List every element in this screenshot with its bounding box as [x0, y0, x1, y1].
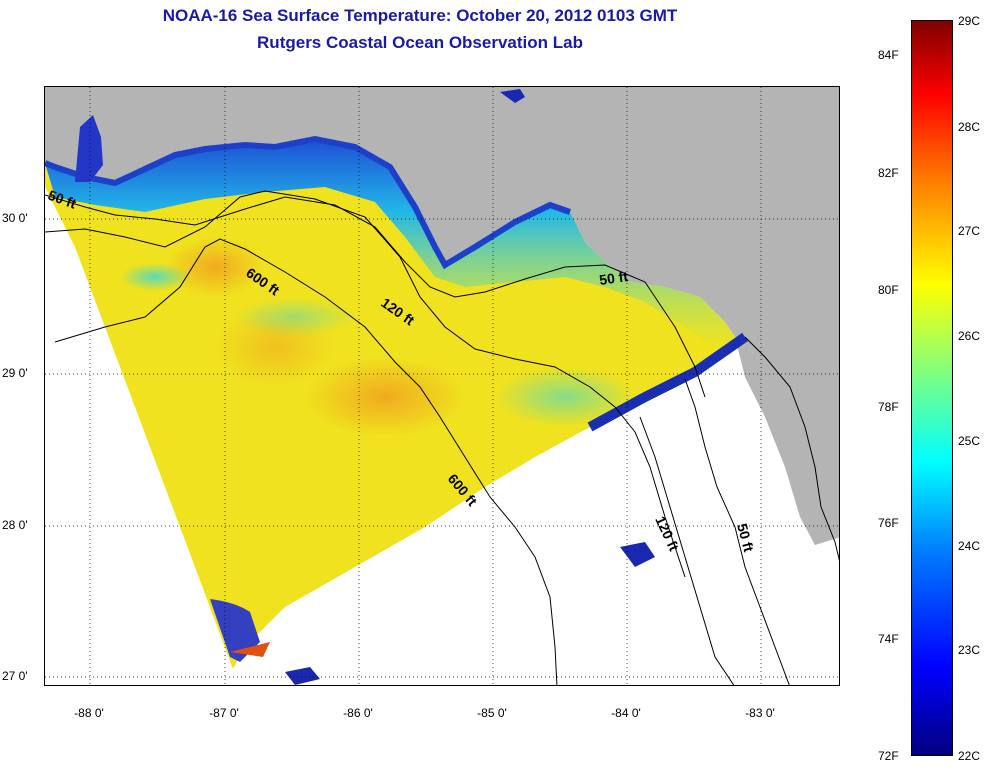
colorbar-label-74f: 74F	[878, 632, 899, 646]
map-subtitle: Rutgers Coastal Ocean Observation Lab	[257, 33, 583, 52]
colorbar-label-29c: 29C	[958, 14, 981, 28]
contour-600ft	[54, 238, 558, 685]
lat-label-27: 27 0'	[2, 669, 28, 683]
offshore-blue-blobs	[285, 667, 320, 685]
map-title: NOAA-16 Sea Surface Temperature: October…	[162, 6, 678, 25]
land-area	[45, 87, 839, 545]
colorbar-label-78f: 78F	[878, 400, 899, 414]
offshore-blue-blobs	[620, 542, 655, 567]
south-tip-water	[210, 599, 260, 662]
colorbar-label-23c: 23C	[958, 643, 981, 657]
colorbar-label-27c: 27C	[958, 224, 981, 238]
contour-label-50ft-south: 50 ft	[734, 522, 757, 554]
colorbar-label-72f: 72F	[878, 749, 899, 763]
offshore-blue-blobs	[500, 89, 525, 103]
colorbar-label-25c: 25C	[958, 434, 981, 448]
colorbar-label-24c: 24C	[958, 539, 981, 553]
cool-patch	[235, 297, 355, 337]
contour-120ft	[45, 190, 686, 578]
colorbar-label-80f: 80F	[878, 283, 899, 297]
lon-label-83: -83 0'	[745, 706, 775, 720]
lon-label-88: -88 0'	[74, 706, 104, 720]
warm-edge	[230, 642, 270, 657]
sst-map: 50 ft 600 ft 120 ft 50 ft 600 ft 120 ft …	[44, 86, 840, 686]
colorbar-label-82f: 82F	[878, 166, 899, 180]
lon-label-87: -87 0'	[209, 706, 239, 720]
sst-map-canvas: 50 ft 600 ft 120 ft 50 ft 600 ft 120 ft …	[45, 87, 839, 685]
lat-label-30: 30 0'	[2, 211, 28, 225]
coastal-cold-fringe	[587, 332, 748, 432]
contour-50ft	[45, 194, 706, 398]
coastal-cool-band	[45, 139, 735, 349]
lon-label-85: -85 0'	[477, 706, 507, 720]
colorbar-label-26c: 26C	[958, 329, 981, 343]
lat-label-28: 28 0'	[2, 518, 28, 532]
colorbar-label-84f: 84F	[878, 48, 899, 62]
cool-patch	[495, 367, 635, 427]
coastline	[684, 378, 790, 685]
lat-lon-grid	[45, 87, 839, 685]
colorbar-label-76f: 76F	[878, 516, 899, 530]
coastline	[744, 336, 839, 561]
lon-label-86: -86 0'	[343, 706, 373, 720]
coastal-cold-fringe	[45, 135, 571, 270]
lon-label-84: -84 0'	[611, 706, 641, 720]
temperature-colorbar	[911, 20, 953, 756]
lat-label-29: 29 0'	[2, 366, 28, 380]
cool-patch	[120, 263, 190, 291]
warm-patch	[305, 357, 465, 437]
warm-patch	[165, 237, 265, 297]
colorbar-label-28c: 28C	[958, 120, 981, 134]
mobile-bay-water	[75, 115, 103, 182]
colorbar-label-22c: 22C	[958, 749, 981, 763]
contour-label-50ft-east: 50 ft	[598, 268, 629, 288]
coastline	[639, 416, 735, 685]
